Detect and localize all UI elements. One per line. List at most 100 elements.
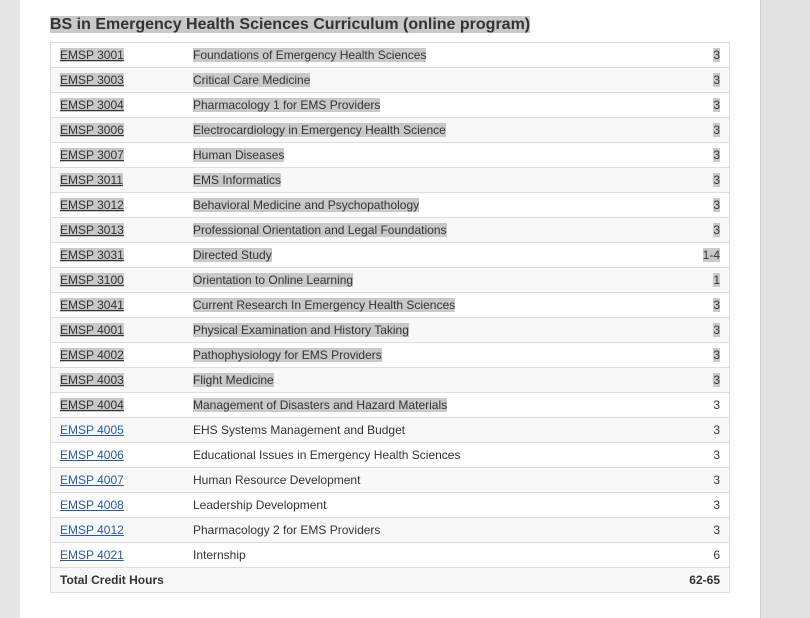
course-title-cell: Human Resource Development [184,467,648,493]
course-row: EMSP 4002 Pathophysiology for EMS Provide… [50,342,730,368]
course-link[interactable]: EMSP 4001 [60,323,124,337]
course-code-cell: EMSP 3006 [50,117,184,143]
credit-cell: 3 [647,517,730,543]
course-title: Critical Care Medicine [193,73,311,87]
course-title: EHS Systems Management and Budget [193,423,406,437]
course-code-cell: EMSP 4007 [50,467,184,493]
credits: 3 [713,73,720,87]
course-link[interactable]: EMSP 4004 [60,398,124,412]
course-code-cell: EMSP 4003 [50,367,184,393]
course-link[interactable]: EMSP 3004 [60,98,124,112]
course-title: Foundations of Emergency Health Sciences [193,48,427,62]
course-title-cell: Directed Study [184,242,648,268]
credits: 3 [713,323,720,337]
course-link[interactable]: EMSP 3006 [60,123,124,137]
credit-cell: 3 [647,467,730,493]
course-row: EMSP 3006 Electrocardiology in Emergency … [50,117,730,143]
course-link[interactable]: EMSP 3041 [60,298,124,312]
course-link[interactable]: EMSP 3007 [60,148,124,162]
course-code-cell: EMSP 3003 [50,67,184,93]
credit-cell: 3 [647,117,730,143]
sidebar [760,0,810,618]
credit-cell: 3 [647,367,730,393]
credit-cell: 3 [647,142,730,168]
course-link[interactable]: EMSP 4012 [60,523,124,537]
course-title: Pharmacology 1 for EMS Providers [193,98,381,112]
course-title-cell: Management of Disasters and Hazard Mater… [184,392,648,418]
credit-cell: 3 [647,417,730,443]
course-link[interactable]: EMSP 4006 [60,448,124,462]
course-title: Pathophysiology for EMS Providers [193,348,382,362]
credits: 1-4 [702,248,720,262]
course-link[interactable]: EMSP 4021 [60,548,124,562]
course-title-cell: Pharmacology 2 for EMS Providers [184,517,648,543]
course-row: EMSP 4007 Human Resource Development 3 [50,467,730,493]
course-code-cell: EMSP 3001 [50,42,184,68]
title: BS in Emergency Health Sciences Curricul… [50,15,531,35]
course-code-cell: EMSP 4006 [50,442,184,468]
course-title: Behavioral Medicine and Psychopathology [193,198,420,212]
credit-cell: 1-4 [647,242,730,268]
credit-cell: 3 [647,42,730,68]
course-link[interactable]: EMSP 4003 [60,373,124,387]
course-row: EMSP 4001 Physical Examination and Histor… [50,317,730,343]
credit-cell: 3 [647,217,730,243]
course-title: Current Research In Emergency Health Sci… [193,298,456,312]
course-title: Electrocardiology in Emergency Health Sc… [193,123,446,137]
course-code-cell: EMSP 4008 [50,492,184,518]
course-code-cell: EMSP 3031 [50,242,184,268]
course-title: Flight Medicine [193,373,274,387]
course-link[interactable]: EMSP 3011 [60,173,123,187]
course-row: EMSP 4006 Educational Issues in Emergency… [50,442,730,468]
course-link[interactable]: EMSP 3001 [60,48,124,62]
course-title: Human Resource Development [193,473,361,487]
credits: 6 [713,548,720,562]
course-row: EMSP 4005 EHS Systems Management and Budg… [50,417,730,443]
credits: 3 [713,423,720,437]
course-title-cell: Pathophysiology for EMS Providers [184,342,648,368]
course-row: EMSP 3011 EMS Informatics 3 [50,167,730,193]
course-title: Physical Examination and History Taking [193,323,409,337]
credits: 3 [713,398,720,412]
credit-cell: 3 [647,392,730,418]
title-text: BS in Emergency Health Sciences Curricul… [50,16,531,33]
credits: 3 [713,498,720,512]
course-code-cell: EMSP 3007 [50,142,184,168]
course-title-cell: Human Diseases [184,142,648,168]
course-row: EMSP 3001 Foundations of Emergency Health… [50,42,730,68]
course-link[interactable]: EMSP 4002 [60,348,124,362]
course-title-cell: Flight Medicine [184,367,648,393]
credits: 3 [713,198,720,212]
credit-cell: 3 [647,442,730,468]
course-title-cell: Pharmacology 1 for EMS Providers [184,92,648,118]
course-code-cell: EMSP 3100 [50,267,184,293]
course-title: Human Diseases [193,148,285,162]
credit-cell: 3 [647,342,730,368]
credits: 3 [713,448,720,462]
course-title: Management of Disasters and Hazard Mater… [193,398,448,412]
course-link[interactable]: EMSP 4005 [60,423,124,437]
course-code-cell: EMSP 4004 [50,392,184,418]
course-title-cell: Foundations of Emergency Health Sciences [184,42,648,68]
course-row: EMSP 4012 Pharmacology 2 for EMS Provider… [50,517,730,543]
credit-cell: 3 [647,192,730,218]
course-link[interactable]: EMSP 3003 [60,73,124,87]
course-row: EMSP 3012 Behavioral Medicine and Psychop… [50,192,730,218]
course-title-cell: Orientation to Online Learning [184,267,648,293]
credits: 3 [713,148,720,162]
course-code-cell: EMSP 3011 [50,167,184,193]
course-link[interactable]: EMSP 3100 [60,273,124,287]
credit-cell: 1 [647,267,730,293]
course-link[interactable]: EMSP 3031 [60,248,124,262]
credit-cell: 3 [647,492,730,518]
course-link[interactable]: EMSP 3013 [60,223,124,237]
credits: 3 [713,473,720,487]
course-code-cell: EMSP 4005 [50,417,184,443]
course-link[interactable]: EMSP 3012 [60,198,124,212]
course-link[interactable]: EMSP 4008 [60,498,124,512]
course-code-cell: EMSP 4012 [50,517,184,543]
course-link[interactable]: EMSP 4007 [60,473,124,487]
credit-cell: 3 [647,292,730,318]
course-title-cell: Critical Care Medicine [184,67,648,93]
